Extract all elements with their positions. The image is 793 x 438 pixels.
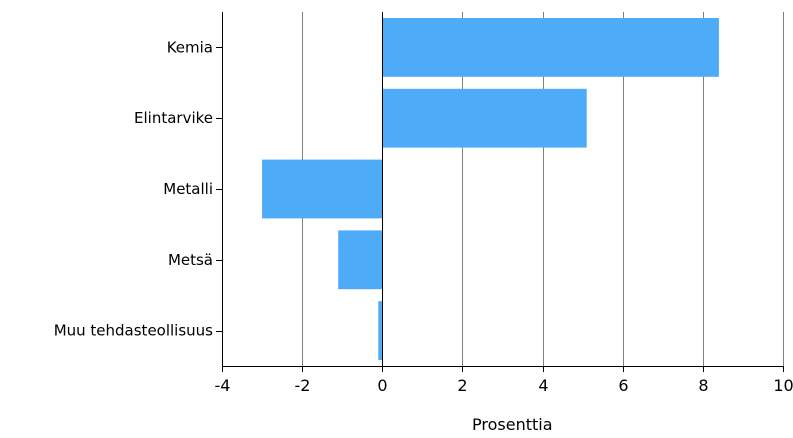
x-tick-label: 10 [773, 376, 793, 395]
bar [382, 88, 587, 148]
x-tick-label: -2 [295, 376, 311, 395]
category-label: Muu tehdasteollisuus [54, 322, 213, 340]
x-tick-labels: -4 -2 0 2 4 6 8 10 [215, 376, 793, 395]
category-label: Kemia [167, 38, 213, 56]
x-tick-label: 0 [377, 376, 387, 395]
bar [338, 230, 383, 290]
x-tick-label: 4 [538, 376, 548, 395]
x-tick-label: 8 [698, 376, 708, 395]
x-tick-label: 6 [618, 376, 628, 395]
bars [262, 18, 719, 360]
x-tick-label: 2 [457, 376, 467, 395]
axes [216, 12, 784, 372]
bar [382, 18, 719, 77]
category-label: Metalli [163, 180, 213, 198]
x-axis-title: Prosenttia [472, 415, 553, 434]
category-label: Metsä [168, 251, 213, 269]
bar [378, 301, 383, 360]
category-label: Elintarvike [134, 109, 213, 127]
category-labels: Kemia Elintarvike Metalli Metsä Muu tehdaste… [54, 38, 213, 339]
x-tick-label: -4 [215, 376, 231, 395]
bar [262, 159, 383, 219]
